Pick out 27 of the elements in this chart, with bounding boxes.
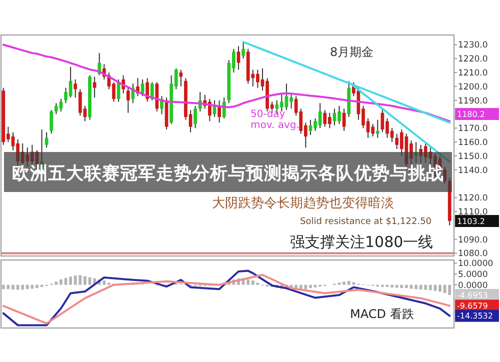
y-tick-label: 1120.0 bbox=[458, 194, 488, 204]
annotation: Solid resistance at $1,122.50 bbox=[300, 217, 432, 227]
y-tick-label: 1090.0 bbox=[458, 235, 488, 246]
y-tick-label: 5.0000 bbox=[458, 270, 488, 280]
y-tick-label: 1200.0 bbox=[458, 82, 488, 92]
y-tick-label: 1140.0 bbox=[458, 166, 488, 176]
y-tick-label: 1230.0 bbox=[458, 40, 488, 51]
text: 1103.2 bbox=[457, 216, 485, 226]
y-tick-label: 1210.0 bbox=[458, 68, 488, 79]
annotation: 大阴跌势令长期趋势也变得暗淡 bbox=[212, 196, 394, 211]
y-tick-label: 0.0000 bbox=[458, 280, 488, 291]
annotation: 强支撑关注1080一线 bbox=[290, 233, 434, 251]
y-tick-label: 1150.0 bbox=[458, 152, 488, 162]
annotation: MACD 看跌 bbox=[350, 307, 414, 321]
y-tick-label: 1220.0 bbox=[458, 54, 488, 65]
y-tick-label: 1160.0 bbox=[458, 138, 488, 148]
text: -14.3532 bbox=[457, 312, 493, 321]
y-tick-label: 1110.0 bbox=[458, 207, 488, 218]
text: -9.6579 bbox=[457, 302, 488, 310]
y-tick-label: 1080.0 bbox=[458, 249, 488, 260]
text: 欧洲五大联赛冠军走势分析与预测揭示各队优势与挑战 bbox=[12, 163, 444, 184]
text: 1180.2 bbox=[457, 110, 485, 119]
series-label: 50-day mov. avg. bbox=[250, 109, 300, 132]
y-tick-label: 1190.0 bbox=[458, 96, 488, 106]
annotation: 8月期金 bbox=[330, 45, 374, 59]
y-tick-label: 1170.0 bbox=[458, 124, 488, 134]
y-tick-label: 10.0000 bbox=[458, 259, 494, 270]
